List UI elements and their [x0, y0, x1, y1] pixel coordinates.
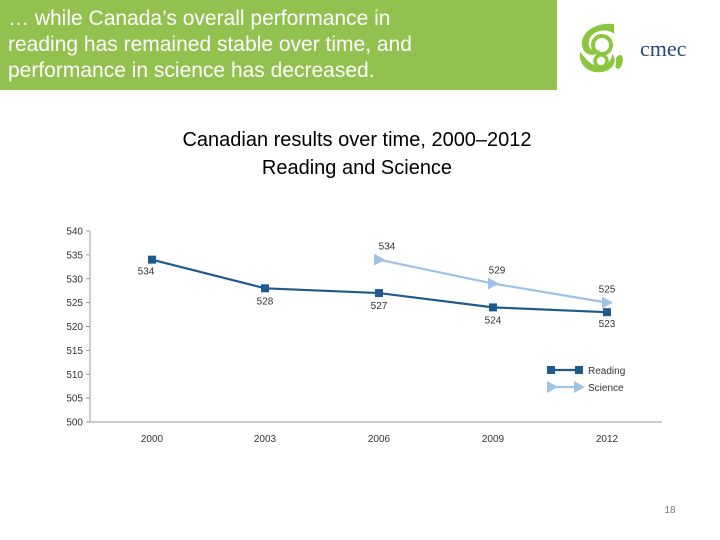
y-tick-label: 540 — [66, 227, 83, 238]
x-tick-label: 2006 — [368, 434, 391, 445]
x-tick-label: 2012 — [596, 434, 619, 445]
slide-heading-line: … while Canada’s overall performance in — [8, 7, 391, 30]
data-label-reading: 534 — [138, 267, 155, 278]
data-label-science: 529 — [489, 266, 506, 277]
y-tick-label: 500 — [66, 418, 83, 429]
x-tick-label: 2009 — [482, 434, 505, 445]
y-tick-label: 515 — [66, 346, 83, 357]
data-point-science — [488, 277, 499, 290]
data-point-science — [374, 253, 385, 266]
legend-marker-science — [574, 381, 585, 393]
y-tick-label: 510 — [66, 370, 83, 381]
chart-title: Canadian results over time, 2000–2012 Re… — [0, 126, 714, 182]
cmec-logo-mark-icon — [579, 23, 623, 73]
header-band: … while Canada’s overall performance in … — [0, 0, 557, 90]
cmec-logo-text: cmec — [640, 36, 687, 61]
data-point-reading — [489, 303, 497, 312]
y-tick-label: 525 — [66, 298, 83, 309]
data-label-science: 525 — [599, 285, 616, 296]
y-tick-label: 505 — [66, 394, 83, 405]
data-point-reading — [261, 284, 269, 293]
legend-marker-reading — [547, 366, 555, 374]
data-label-reading: 527 — [371, 301, 388, 312]
data-point-reading — [148, 255, 156, 264]
y-tick-label: 530 — [66, 274, 83, 285]
line-chart: 500 505 510 515 520 525 530 535 540 2000 2003 2006 2… — [66, 227, 662, 445]
data-label-reading: 523 — [599, 319, 616, 330]
slide-heading-line: performance in science has decreased. — [8, 59, 375, 82]
data-label-reading: 524 — [485, 315, 502, 326]
slide-heading: … while Canada’s overall performance in … — [8, 6, 553, 84]
legend-marker-science — [547, 381, 558, 393]
page-number: 18 — [664, 505, 676, 516]
x-tick-label: 2003 — [254, 434, 277, 445]
chart-title-line: Reading and Science — [261, 157, 453, 179]
slide-heading-line: reading has remained stable over time, a… — [8, 33, 412, 56]
cmec-logo: cmec — [579, 23, 687, 73]
x-tick-label: 2000 — [141, 434, 164, 445]
data-label-reading: 528 — [257, 296, 274, 307]
data-point-reading — [375, 289, 383, 298]
data-label-science: 534 — [379, 242, 396, 253]
y-tick-label: 520 — [66, 322, 83, 333]
y-tick-label: 535 — [66, 250, 83, 261]
legend-label-reading: Reading — [588, 366, 625, 377]
legend-label-science: Science — [588, 383, 624, 394]
legend-marker-reading — [575, 366, 583, 374]
data-point-science — [602, 296, 613, 309]
data-point-reading — [603, 308, 611, 317]
chart-title-line: Canadian results over time, 2000–2012 — [182, 129, 532, 151]
